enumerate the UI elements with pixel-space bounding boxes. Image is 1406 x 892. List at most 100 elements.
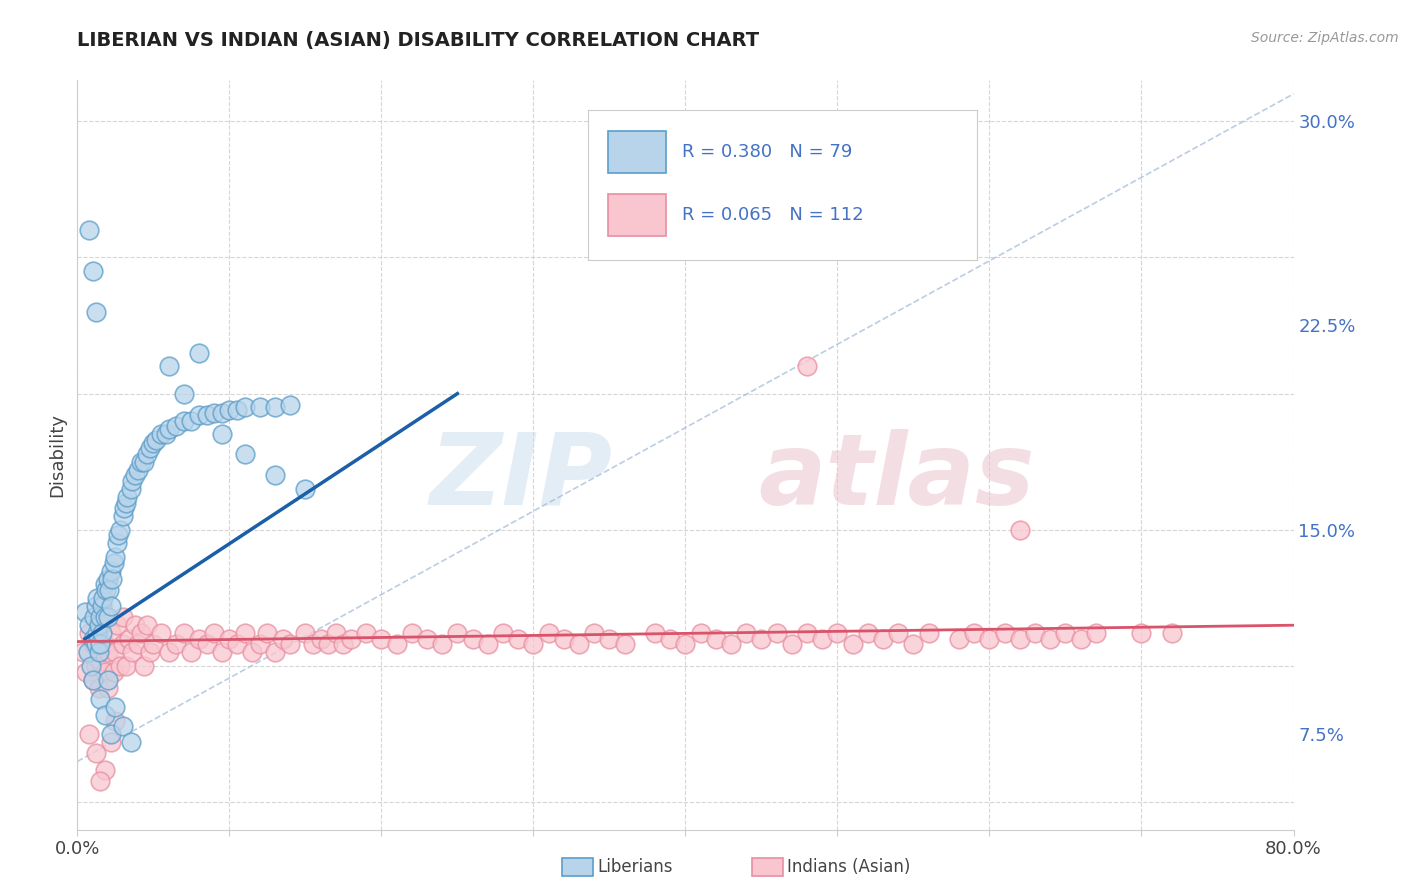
Point bbox=[79, 223, 101, 237]
Point bbox=[240, 645, 263, 659]
Point bbox=[120, 482, 142, 496]
Point bbox=[195, 637, 218, 651]
Text: LIBERIAN VS INDIAN (ASIAN) DISABILITY CORRELATION CHART: LIBERIAN VS INDIAN (ASIAN) DISABILITY CO… bbox=[77, 31, 759, 50]
Point bbox=[202, 406, 225, 420]
Point bbox=[93, 708, 115, 723]
Point bbox=[948, 632, 970, 646]
Point bbox=[1008, 632, 1031, 646]
Point bbox=[104, 645, 127, 659]
Point bbox=[165, 419, 187, 434]
Point bbox=[96, 582, 118, 597]
Point bbox=[134, 659, 156, 673]
Point bbox=[84, 305, 107, 319]
Point bbox=[103, 556, 125, 570]
Y-axis label: Disability: Disability bbox=[48, 413, 66, 497]
Point bbox=[765, 626, 787, 640]
Point bbox=[979, 632, 1001, 646]
Point bbox=[104, 714, 127, 728]
Point bbox=[136, 446, 159, 460]
Point bbox=[226, 403, 249, 417]
Point bbox=[100, 727, 122, 741]
Point bbox=[202, 626, 225, 640]
Point bbox=[568, 637, 591, 651]
Point bbox=[1161, 626, 1184, 640]
Point bbox=[84, 637, 107, 651]
Point bbox=[97, 673, 120, 687]
Point bbox=[218, 632, 240, 646]
Point bbox=[83, 610, 105, 624]
Point bbox=[121, 645, 143, 659]
Point bbox=[675, 637, 697, 651]
Point bbox=[1024, 626, 1046, 640]
Point bbox=[124, 618, 146, 632]
Point bbox=[553, 632, 575, 646]
Point bbox=[751, 632, 773, 646]
Point bbox=[118, 632, 141, 646]
Point bbox=[1039, 632, 1062, 646]
Text: ZIP: ZIP bbox=[429, 429, 613, 526]
Point bbox=[120, 735, 142, 749]
Point bbox=[84, 610, 107, 624]
Point bbox=[416, 632, 439, 646]
Point bbox=[87, 618, 110, 632]
Point bbox=[105, 536, 128, 550]
Point bbox=[233, 446, 256, 460]
Point bbox=[91, 591, 114, 605]
Point bbox=[332, 637, 354, 651]
Point bbox=[1008, 523, 1031, 537]
Point bbox=[1084, 626, 1107, 640]
Point bbox=[73, 605, 96, 619]
Point bbox=[104, 700, 127, 714]
Point bbox=[100, 564, 122, 578]
Point bbox=[856, 626, 879, 640]
Point bbox=[370, 632, 392, 646]
Point bbox=[75, 665, 97, 679]
Point bbox=[340, 632, 363, 646]
Point bbox=[82, 673, 104, 687]
Point bbox=[115, 659, 138, 673]
Point bbox=[963, 626, 986, 640]
Point bbox=[157, 645, 180, 659]
Point bbox=[264, 401, 287, 415]
Point bbox=[105, 618, 128, 632]
Point bbox=[72, 645, 94, 659]
Point bbox=[188, 632, 211, 646]
Point bbox=[89, 691, 111, 706]
Text: atlas: atlas bbox=[758, 429, 1035, 526]
Point bbox=[704, 632, 727, 646]
Text: Source: ZipAtlas.com: Source: ZipAtlas.com bbox=[1251, 31, 1399, 45]
Point bbox=[157, 422, 180, 436]
Point bbox=[271, 632, 294, 646]
Point bbox=[136, 618, 159, 632]
Point bbox=[188, 409, 211, 423]
Point bbox=[385, 637, 408, 651]
Point bbox=[100, 599, 122, 614]
Point bbox=[226, 637, 249, 651]
Point bbox=[537, 626, 560, 640]
Point bbox=[249, 637, 271, 651]
Point bbox=[139, 645, 162, 659]
Point bbox=[93, 665, 115, 679]
Point bbox=[89, 632, 111, 646]
Point bbox=[100, 626, 122, 640]
Point bbox=[461, 632, 484, 646]
Point bbox=[796, 626, 818, 640]
Point bbox=[89, 637, 111, 651]
Point bbox=[264, 468, 287, 483]
Point bbox=[887, 626, 910, 640]
Point bbox=[173, 414, 195, 428]
Point bbox=[79, 727, 101, 741]
Point bbox=[492, 626, 515, 640]
Point bbox=[811, 632, 834, 646]
Point bbox=[121, 474, 143, 488]
Point bbox=[180, 645, 202, 659]
Point bbox=[278, 397, 301, 411]
Point bbox=[872, 632, 894, 646]
Point bbox=[117, 490, 139, 504]
Point bbox=[97, 610, 120, 624]
Point bbox=[294, 482, 316, 496]
Point bbox=[583, 626, 606, 640]
Point bbox=[233, 626, 256, 640]
Point bbox=[316, 637, 339, 651]
Point bbox=[294, 626, 316, 640]
